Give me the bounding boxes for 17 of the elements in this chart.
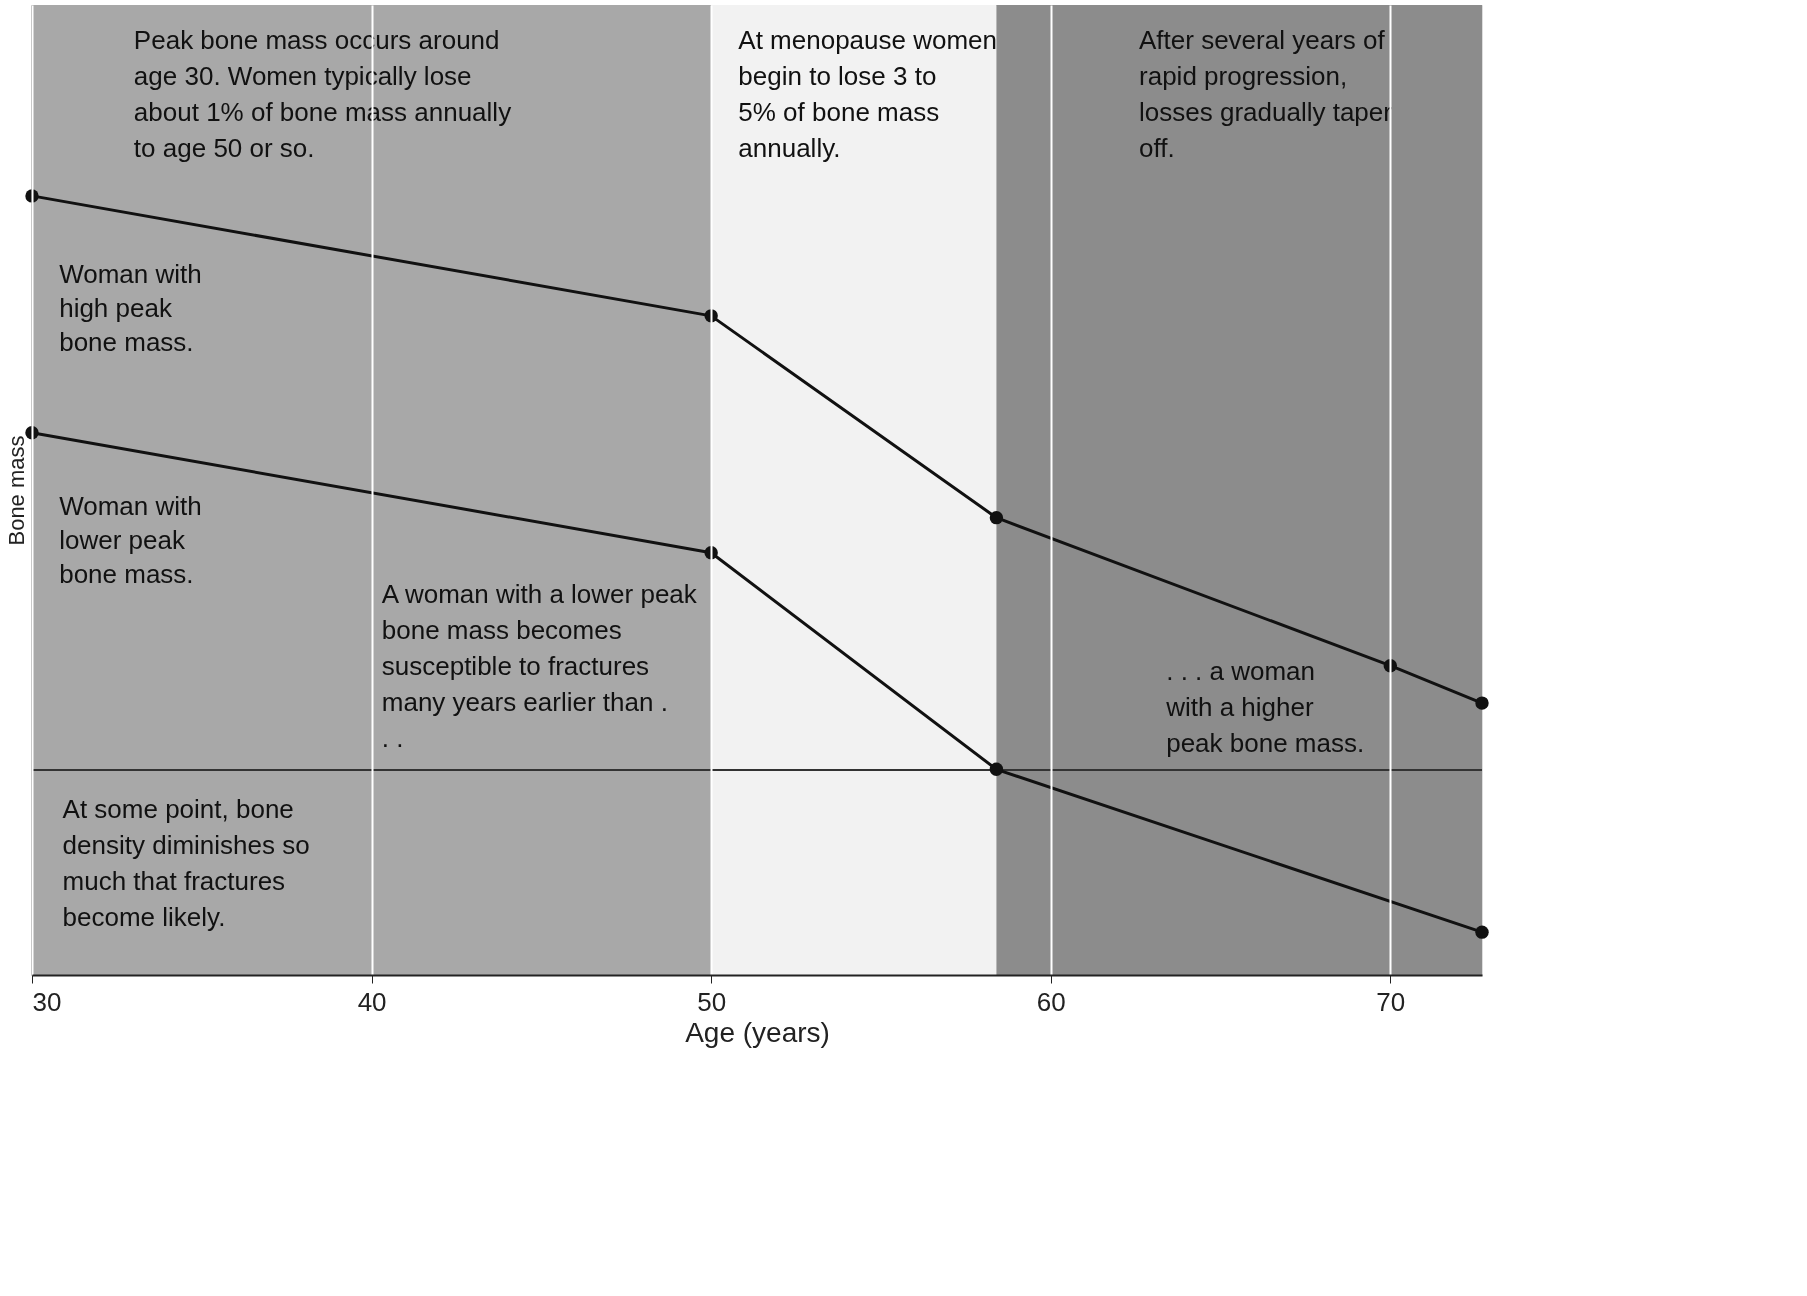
point	[989, 762, 1004, 777]
point	[989, 510, 1004, 525]
x-axis-title: Age (years)	[685, 1016, 830, 1048]
x-tick-label: 60	[1036, 986, 1066, 1017]
annotation: . . . a woman with a higher peak bone mass.	[1165, 656, 1365, 759]
annotation: At some point, bone density diminishes so much that fractures become likely.	[62, 794, 310, 933]
point	[1475, 696, 1489, 710]
series-label: Woman with lower peak bone mass.	[59, 490, 202, 589]
text: At menopause women begin to lose 3 to 5% of bone mass annually.	[738, 25, 998, 164]
x-tick-label: 40	[357, 986, 387, 1017]
series-label: Woman with high peak bone mass.	[59, 259, 202, 358]
x-tick-label: 50	[697, 986, 727, 1017]
x-tick-label: 30	[32, 986, 62, 1017]
annotation: A woman with a lower peak bone mass becomes susceptible to fractures many years earlier than . . .	[381, 578, 698, 753]
y-axis-title: Bone mass	[3, 435, 29, 546]
x-tick-label: 70	[1376, 986, 1406, 1017]
point	[1475, 925, 1489, 939]
